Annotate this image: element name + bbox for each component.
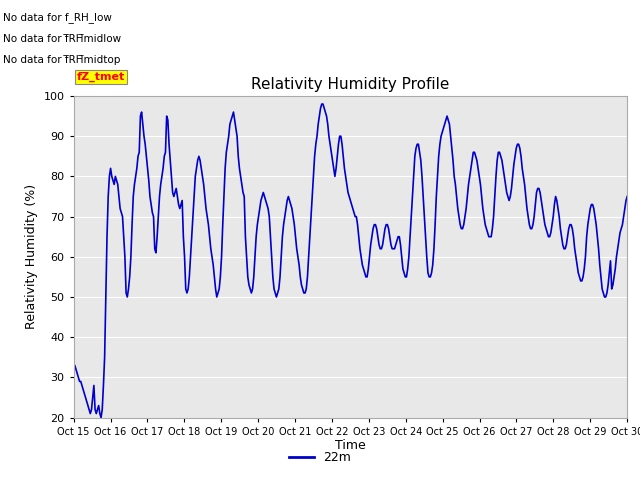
Text: fZ_tmet: fZ_tmet — [77, 72, 125, 82]
Legend: 22m: 22m — [284, 446, 356, 469]
Text: No data for f̅RH̅midlow: No data for f̅RH̅midlow — [3, 34, 122, 44]
X-axis label: Time: Time — [335, 439, 366, 453]
Y-axis label: Relativity Humidity (%): Relativity Humidity (%) — [25, 184, 38, 329]
Text: No data for f̅RH̅midtop: No data for f̅RH̅midtop — [3, 55, 120, 65]
Title: Relativity Humidity Profile: Relativity Humidity Profile — [252, 77, 449, 92]
Text: No data for f_RH_low: No data for f_RH_low — [3, 12, 112, 23]
